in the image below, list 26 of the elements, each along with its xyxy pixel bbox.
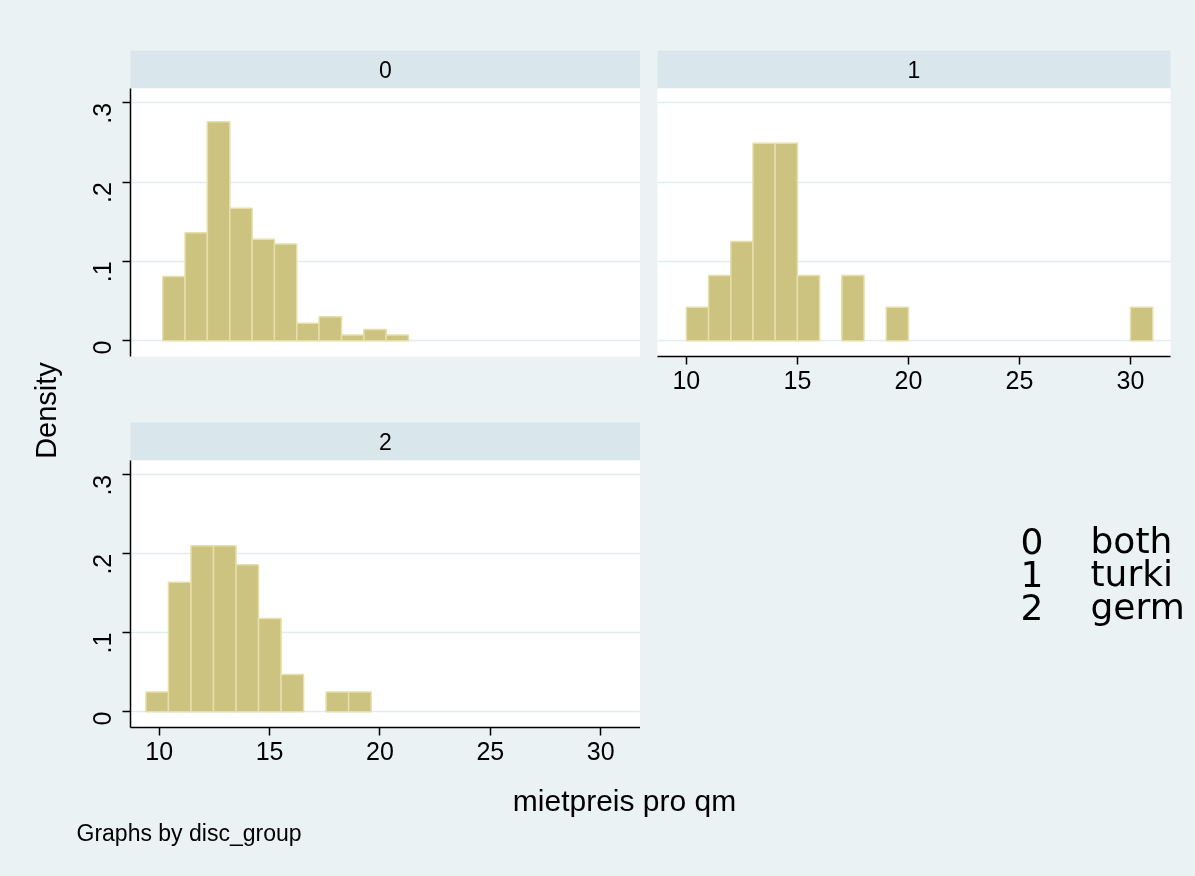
x-tick-label: 15 <box>783 365 812 394</box>
x-tick-label: 10 <box>145 736 174 765</box>
x-tick-label: 30 <box>1116 365 1145 394</box>
y-tick-label: .3 <box>88 102 117 124</box>
x-tick-label: 25 <box>476 736 505 765</box>
y-tick-label: .3 <box>88 474 117 496</box>
text: 0 <box>1020 520 1044 562</box>
y-tick-label: .1 <box>88 632 117 654</box>
y-tick-label: 0 <box>88 711 117 726</box>
text: 2 <box>1020 586 1044 628</box>
x-tick-label: 30 <box>586 736 615 765</box>
x-axis-title: mietpreis pro qm <box>512 784 737 817</box>
chart-title: 2 <box>379 429 392 455</box>
x-tick-label: 15 <box>255 736 284 765</box>
x-tick-label: 20 <box>366 736 394 765</box>
y-tick-label: .2 <box>88 553 117 575</box>
y-tick-label: .2 <box>88 182 117 203</box>
x-tick-label: 10 <box>672 365 701 394</box>
x-tick-label: 20 <box>894 365 923 394</box>
y-tick-label: .1 <box>88 261 117 283</box>
text: Graphs by disc_group <box>76 819 302 846</box>
chart-title: 1 <box>907 57 921 83</box>
y-axis-title: Density <box>29 361 62 459</box>
chart-title: 0 <box>379 57 392 83</box>
y-tick-label: 0 <box>88 340 117 355</box>
x-tick-label: 25 <box>1005 365 1034 394</box>
